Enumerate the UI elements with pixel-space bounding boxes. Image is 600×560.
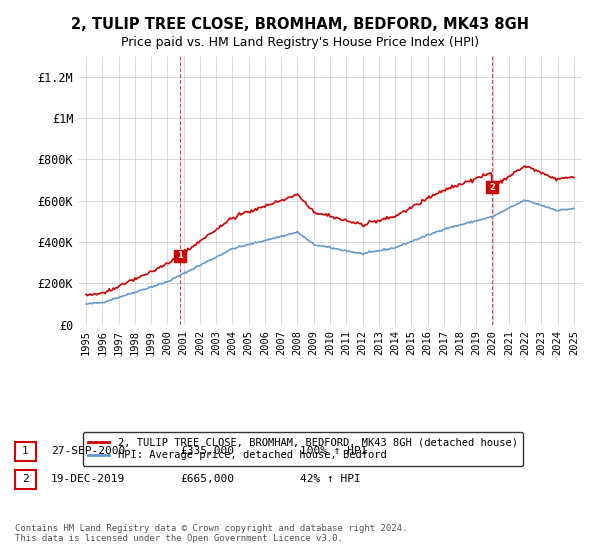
Text: 42% ↑ HPI: 42% ↑ HPI bbox=[300, 474, 361, 484]
Text: 1: 1 bbox=[176, 251, 182, 260]
Text: £665,000: £665,000 bbox=[180, 474, 234, 484]
Text: 2: 2 bbox=[22, 474, 29, 484]
Text: 27-SEP-2000: 27-SEP-2000 bbox=[51, 446, 125, 456]
Text: £335,000: £335,000 bbox=[180, 446, 234, 456]
Text: Price paid vs. HM Land Registry's House Price Index (HPI): Price paid vs. HM Land Registry's House … bbox=[121, 36, 479, 49]
Text: 19-DEC-2019: 19-DEC-2019 bbox=[51, 474, 125, 484]
Text: 1: 1 bbox=[22, 446, 29, 456]
Text: 2: 2 bbox=[489, 183, 495, 192]
Text: Contains HM Land Registry data © Crown copyright and database right 2024.
This d: Contains HM Land Registry data © Crown c… bbox=[15, 524, 407, 543]
Legend: 2, TULIP TREE CLOSE, BROMHAM, BEDFORD, MK43 8GH (detached house), HPI: Average p: 2, TULIP TREE CLOSE, BROMHAM, BEDFORD, M… bbox=[83, 432, 523, 466]
Text: 100% ↑ HPI: 100% ↑ HPI bbox=[300, 446, 367, 456]
Text: 2, TULIP TREE CLOSE, BROMHAM, BEDFORD, MK43 8GH: 2, TULIP TREE CLOSE, BROMHAM, BEDFORD, M… bbox=[71, 17, 529, 32]
